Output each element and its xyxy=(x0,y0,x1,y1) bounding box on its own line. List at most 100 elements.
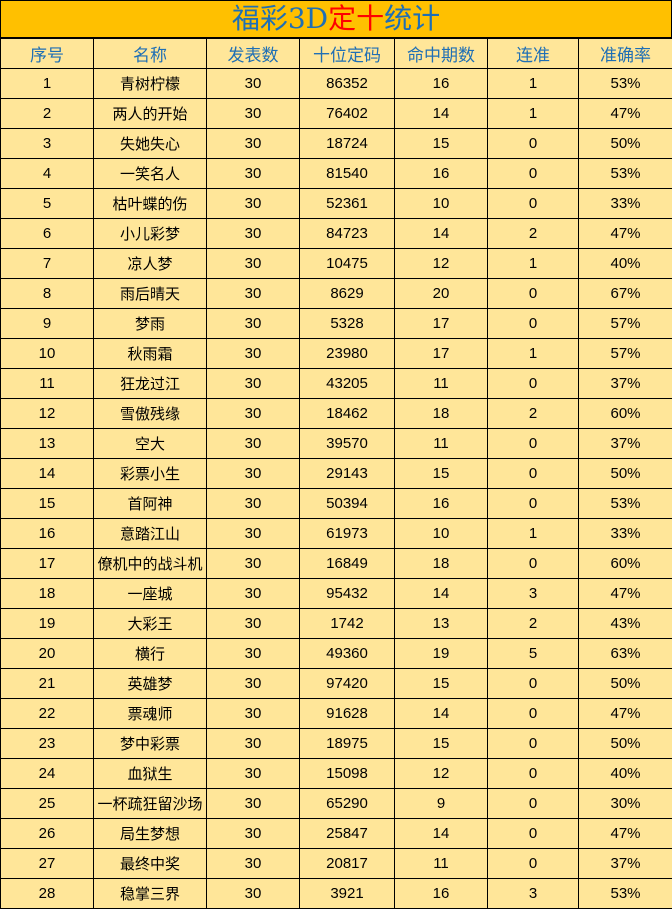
cell-posts: 30 xyxy=(206,248,300,279)
cell-streak: 0 xyxy=(487,428,579,459)
cell-posts: 30 xyxy=(206,818,300,849)
cell-name: 稳掌三界 xyxy=(93,878,207,909)
cell-accuracy: 60% xyxy=(578,398,672,429)
cell-posts: 30 xyxy=(206,488,300,519)
cell-posts: 30 xyxy=(206,128,300,159)
cell-hit-count: 14 xyxy=(394,818,488,849)
cell-tens-digits: 61973 xyxy=(299,518,395,549)
cell-hit-count: 11 xyxy=(394,848,488,879)
cell-name: 小儿彩梦 xyxy=(93,218,207,249)
cell-accuracy: 33% xyxy=(578,518,672,549)
cell-hit-count: 12 xyxy=(394,758,488,789)
cell-hit-count: 20 xyxy=(394,278,488,309)
cell-name: 狂龙过江 xyxy=(93,368,207,399)
cell-index: 22 xyxy=(0,698,94,729)
cell-posts: 30 xyxy=(206,668,300,699)
table-row: 22 票魂师 30 91628 14 0 47% xyxy=(0,698,672,729)
cell-index: 11 xyxy=(0,368,94,399)
cell-accuracy: 47% xyxy=(578,698,672,729)
cell-tens-digits: 18462 xyxy=(299,398,395,429)
column-header-accuracy: 准确率 xyxy=(578,38,672,69)
cell-streak: 1 xyxy=(487,338,579,369)
cell-posts: 30 xyxy=(206,518,300,549)
cell-name: 横行 xyxy=(93,638,207,669)
cell-hit-count: 11 xyxy=(394,428,488,459)
table-row: 12 雪傲残缘 30 18462 18 2 60% xyxy=(0,398,672,429)
cell-index: 26 xyxy=(0,818,94,849)
cell-streak: 0 xyxy=(487,488,579,519)
cell-accuracy: 40% xyxy=(578,248,672,279)
cell-posts: 30 xyxy=(206,68,300,99)
cell-name: 雪傲残缘 xyxy=(93,398,207,429)
title-highlight: 定十 xyxy=(328,2,385,35)
cell-index: 16 xyxy=(0,518,94,549)
cell-hit-count: 14 xyxy=(394,98,488,129)
table-row: 18 一座城 30 95432 14 3 47% xyxy=(0,578,672,609)
cell-index: 10 xyxy=(0,338,94,369)
cell-tens-digits: 18975 xyxy=(299,728,395,759)
cell-tens-digits: 3921 xyxy=(299,878,395,909)
cell-posts: 30 xyxy=(206,758,300,789)
table-row: 24 血狱生 30 15098 12 0 40% xyxy=(0,758,672,789)
cell-index: 13 xyxy=(0,428,94,459)
cell-posts: 30 xyxy=(206,338,300,369)
cell-tens-digits: 52361 xyxy=(299,188,395,219)
cell-tens-digits: 43205 xyxy=(299,368,395,399)
cell-streak: 1 xyxy=(487,68,579,99)
cell-accuracy: 57% xyxy=(578,308,672,339)
column-header-hit-count: 命中期数 xyxy=(394,38,488,69)
cell-streak: 0 xyxy=(487,818,579,849)
column-header-name: 名称 xyxy=(93,38,207,69)
cell-tens-digits: 84723 xyxy=(299,218,395,249)
table-row: 27 最终中奖 30 20817 11 0 37% xyxy=(0,848,672,879)
table-row: 26 局生梦想 30 25847 14 0 47% xyxy=(0,818,672,849)
cell-name: 两人的开始 xyxy=(93,98,207,129)
cell-posts: 30 xyxy=(206,578,300,609)
cell-streak: 0 xyxy=(487,188,579,219)
cell-posts: 30 xyxy=(206,428,300,459)
cell-streak: 3 xyxy=(487,578,579,609)
cell-name: 最终中奖 xyxy=(93,848,207,879)
cell-posts: 30 xyxy=(206,368,300,399)
cell-accuracy: 37% xyxy=(578,368,672,399)
cell-hit-count: 13 xyxy=(394,608,488,639)
cell-name: 青树柠檬 xyxy=(93,68,207,99)
cell-index: 4 xyxy=(0,158,94,189)
cell-name: 一笑名人 xyxy=(93,158,207,189)
cell-hit-count: 11 xyxy=(394,368,488,399)
cell-posts: 30 xyxy=(206,608,300,639)
cell-hit-count: 16 xyxy=(394,68,488,99)
cell-name: 凉人梦 xyxy=(93,248,207,279)
cell-index: 14 xyxy=(0,458,94,489)
cell-tens-digits: 16849 xyxy=(299,548,395,579)
cell-accuracy: 47% xyxy=(578,578,672,609)
table-row: 9 梦雨 30 5328 17 0 57% xyxy=(0,308,672,339)
cell-hit-count: 14 xyxy=(394,218,488,249)
cell-streak: 0 xyxy=(487,758,579,789)
cell-hit-count: 15 xyxy=(394,128,488,159)
cell-streak: 2 xyxy=(487,608,579,639)
cell-name: 失她失心 xyxy=(93,128,207,159)
cell-accuracy: 37% xyxy=(578,848,672,879)
cell-tens-digits: 5328 xyxy=(299,308,395,339)
cell-streak: 1 xyxy=(487,518,579,549)
cell-accuracy: 50% xyxy=(578,458,672,489)
cell-accuracy: 50% xyxy=(578,668,672,699)
cell-index: 7 xyxy=(0,248,94,279)
cell-accuracy: 50% xyxy=(578,728,672,759)
cell-hit-count: 16 xyxy=(394,158,488,189)
cell-posts: 30 xyxy=(206,548,300,579)
table-row: 2 两人的开始 30 76402 14 1 47% xyxy=(0,98,672,129)
cell-accuracy: 60% xyxy=(578,548,672,579)
cell-index: 8 xyxy=(0,278,94,309)
table-row: 20 横行 30 49360 19 5 63% xyxy=(0,638,672,669)
cell-tens-digits: 50394 xyxy=(299,488,395,519)
cell-streak: 5 xyxy=(487,638,579,669)
cell-tens-digits: 39570 xyxy=(299,428,395,459)
cell-streak: 0 xyxy=(487,848,579,879)
cell-posts: 30 xyxy=(206,278,300,309)
cell-tens-digits: 29143 xyxy=(299,458,395,489)
cell-index: 5 xyxy=(0,188,94,219)
cell-hit-count: 15 xyxy=(394,458,488,489)
cell-hit-count: 9 xyxy=(394,788,488,819)
